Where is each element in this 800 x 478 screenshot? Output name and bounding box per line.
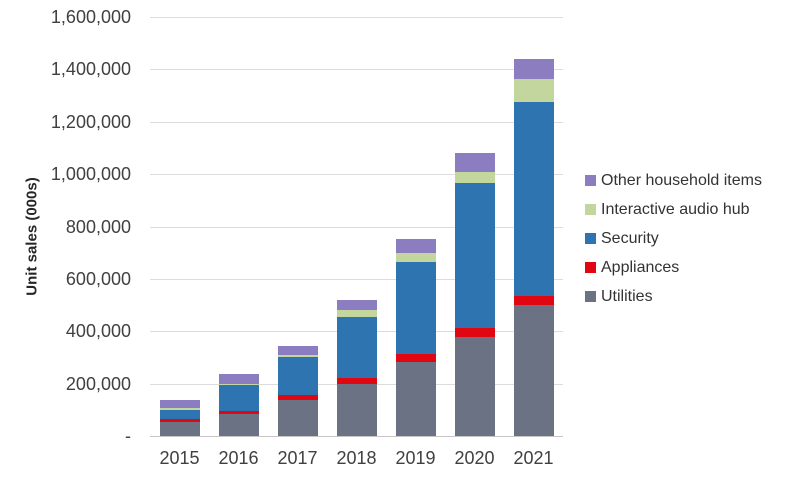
- x-tick-label: 2018: [336, 448, 377, 468]
- bar-segment-utilities: [336, 384, 377, 436]
- legend-item-appliances: Appliances: [585, 253, 762, 282]
- y-tick-label: 1,200,000: [50, 111, 131, 132]
- bar-2018: [336, 0, 377, 436]
- bar-segment-appliances: [159, 419, 200, 423]
- bar-segment-other-household-items: [454, 153, 495, 172]
- legend-item-other-household-items: Other household items: [585, 166, 762, 195]
- bar-2020: [454, 0, 495, 436]
- legend-label: Other household items: [601, 171, 762, 189]
- bar-segment-security: [395, 261, 436, 355]
- bar-segment-utilities: [454, 336, 495, 436]
- bar-2021: [513, 0, 554, 436]
- gridline: [150, 121, 563, 123]
- bar-segment-appliances: [277, 395, 318, 401]
- legend-swatch-icon: [585, 291, 596, 302]
- bar-segment-interactive-audio-hub: [395, 253, 436, 262]
- bar-segment-other-household-items: [336, 300, 377, 311]
- bar-2015: [159, 0, 200, 436]
- gridline: [150, 69, 563, 71]
- bar-segment-utilities: [218, 414, 259, 436]
- bar-segment-other-household-items: [513, 59, 554, 80]
- bar-segment-utilities: [513, 305, 554, 436]
- legend-swatch-icon: [585, 233, 596, 244]
- bar-segment-appliances: [336, 378, 377, 385]
- y-tick-label: 1,400,000: [50, 59, 131, 80]
- bar-segment-security: [454, 182, 495, 329]
- bar-segment-interactive-audio-hub: [277, 354, 318, 358]
- bar-segment-other-household-items: [218, 374, 259, 384]
- legend-swatch-icon: [585, 204, 596, 215]
- bar-segment-appliances: [218, 410, 259, 415]
- bar-2019: [395, 0, 436, 436]
- y-tick-label: -: [125, 426, 131, 446]
- gridline: [150, 17, 563, 18]
- y-axis-title: Unit sales (000s): [23, 177, 41, 296]
- legend-item-security: Security: [585, 224, 762, 253]
- bar-segment-interactive-audio-hub: [159, 407, 200, 410]
- legend-swatch-icon: [585, 262, 596, 273]
- legend-label: Utilities: [601, 287, 653, 305]
- x-tick-label: 2016: [218, 448, 259, 468]
- y-tick-label: 1,000,000: [50, 164, 131, 185]
- x-tick-label: 2021: [513, 448, 554, 468]
- bar-segment-utilities: [159, 422, 200, 436]
- legend-label: Appliances: [601, 258, 680, 276]
- gridline: [150, 383, 563, 385]
- bar-segment-security: [513, 101, 554, 297]
- chart-legend: Other household items Interactive audio h…: [585, 166, 762, 311]
- x-tick-label: 2017: [277, 448, 318, 468]
- x-axis-line: [150, 436, 563, 437]
- legend-item-utilities: Utilities: [585, 282, 762, 311]
- bar-segment-security: [159, 409, 200, 420]
- x-tick-label: 2020: [454, 448, 495, 468]
- legend-label: Interactive audio hub: [601, 200, 750, 218]
- y-tick-label: 800,000: [65, 216, 131, 237]
- x-tick-label: 2019: [395, 448, 436, 468]
- bar-segment-interactive-audio-hub: [454, 171, 495, 183]
- bar-segment-other-household-items: [277, 345, 318, 355]
- bar-segment-interactive-audio-hub: [513, 79, 554, 102]
- bar-2017: [277, 0, 318, 436]
- y-tick-label: 200,000: [65, 373, 131, 394]
- x-tick-label: 2015: [159, 448, 200, 468]
- gridline: [150, 278, 563, 280]
- gridline: [150, 174, 563, 176]
- bar-segment-security: [336, 317, 377, 379]
- y-tick-label: 400,000: [65, 321, 131, 342]
- bar-segment-other-household-items: [395, 239, 436, 254]
- bar-segment-appliances: [454, 328, 495, 337]
- bar-segment-other-household-items: [159, 399, 200, 408]
- bar-2016: [218, 0, 259, 436]
- bar-segment-appliances: [395, 354, 436, 362]
- bar-segment-interactive-audio-hub: [336, 310, 377, 318]
- bar-segment-interactive-audio-hub: [218, 383, 259, 385]
- legend-swatch-icon: [585, 175, 596, 186]
- gridline: [150, 226, 563, 228]
- bar-segment-utilities: [395, 361, 436, 436]
- legend-label: Security: [601, 229, 659, 247]
- bar-segment-appliances: [513, 296, 554, 306]
- y-tick-label: 600,000: [65, 268, 131, 289]
- bar-segment-security: [218, 384, 259, 411]
- legend-item-interactive-audio-hub: Interactive audio hub: [585, 195, 762, 224]
- bar-segment-utilities: [277, 400, 318, 436]
- y-tick-label: 1,600,000: [50, 7, 131, 27]
- bar-segment-security: [277, 357, 318, 396]
